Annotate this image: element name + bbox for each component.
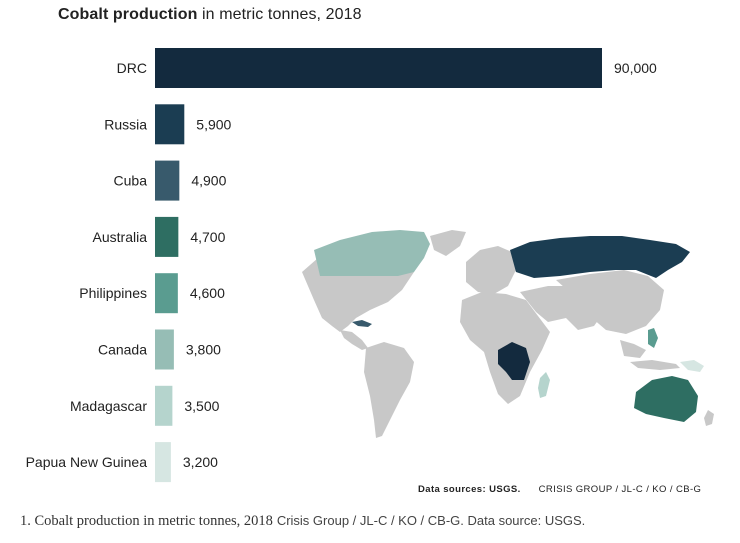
map-europe [466,246,516,294]
map-greenland [430,230,466,256]
bar-australia [155,216,179,257]
data-sources-label: Data sources: USGS. [418,484,521,495]
value-label-drc: 90,000 [614,60,657,76]
map-indonesia [630,360,680,370]
value-label-papua-new-guinea: 3,200 [183,454,218,470]
bar-russia [155,104,185,145]
map-madagascar [538,372,550,398]
bar-canada [155,329,174,370]
value-label-australia: 4,700 [190,229,225,245]
map-philippines [648,328,658,348]
bar-drc [155,48,602,88]
bar-philippines [155,273,178,314]
value-label-canada: 3,800 [186,342,221,358]
map-drc [498,342,530,380]
category-label-australia: Australia [93,229,148,245]
map-central-america [340,330,368,350]
map-southeast-asia [620,340,646,358]
map-east-asia [556,270,664,334]
bar-madagascar [155,385,173,426]
value-label-philippines: 4,600 [190,285,225,301]
value-label-russia: 5,900 [196,116,231,132]
chart-title-rest: in metric tonnes, 2018 [202,6,362,23]
category-label-philippines: Philippines [79,285,147,301]
map-cuba [352,320,372,327]
map-papua-new-guinea [680,360,704,372]
category-label-canada: Canada [98,342,147,358]
value-label-cuba: 4,900 [191,173,226,189]
map-russia [510,236,690,278]
figure-caption: 1. Cobalt production in metric tonnes, 2… [20,512,585,530]
caption-title: 1. Cobalt production in metric tonnes, 2… [20,513,273,529]
map-australia [634,376,698,422]
caption-credit: Crisis Group / JL-C / KO / CB-G. Data so… [276,513,586,528]
source-line: Data sources: USGS. CRISIS GROUP / JL-C /… [418,484,701,495]
chart-canvas: DRC 90,000 Russia 5,900 Cuba 4,900 Australia 4,… [26,48,714,483]
value-label-madagascar: 3,500 [184,398,219,414]
chart-title: Cobalt production in metric tonnes, 2018 [58,6,362,24]
category-label-drc: DRC [117,60,147,76]
map-new-zealand [704,410,714,426]
bar-cuba [155,160,180,201]
bar-papua-new-guinea [155,442,171,483]
map-canada [314,230,430,276]
map-south-america [364,342,414,438]
bar-plot: DRC 90,000 Russia 5,900 Cuba 4,900 Australia 4,… [26,48,657,483]
category-label-russia: Russia [104,116,147,132]
chart-title-bold: Cobalt production [58,6,198,23]
world-map [302,230,714,438]
category-label-papua-new-guinea: Papua New Guinea [26,454,148,470]
chart-figure: Cobalt production in metric tonnes, 2018 [26,6,714,495]
source-credit: CRISIS GROUP / JL-C / KO / CB-G [538,484,702,495]
category-label-cuba: Cuba [114,173,148,189]
category-label-madagascar: Madagascar [70,398,147,414]
